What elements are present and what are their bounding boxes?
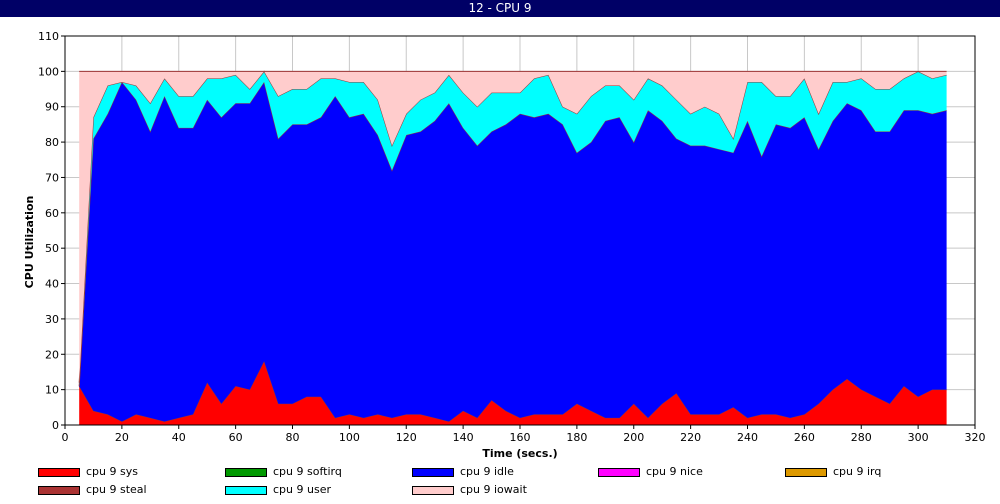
x-tick-label: 40: [172, 431, 186, 444]
legend-label: cpu 9 softirq: [273, 465, 342, 478]
x-tick-label: 200: [623, 431, 644, 444]
x-tick-label: 180: [566, 431, 587, 444]
x-tick-label: 60: [229, 431, 243, 444]
legend-swatch: [598, 468, 640, 477]
legend-swatch: [785, 468, 827, 477]
x-tick-label: 0: [62, 431, 69, 444]
legend-swatch: [225, 468, 267, 477]
y-tick-label: 10: [45, 384, 59, 397]
legend-swatch: [38, 468, 80, 477]
tick-labels: 0 20 40 60 80 100 120 140 160 180 200 220 240 260 280 3…: [38, 30, 986, 444]
x-tick-label: 220: [680, 431, 701, 444]
cpu-utilization-chart: 0 20 40 60 80 100 120 140 160 180 200 220 240 260 280 3…: [23, 30, 986, 460]
chart-title: 12 - CPU 9: [468, 1, 532, 15]
x-tick-label: 240: [737, 431, 758, 444]
y-tick-label: 100: [38, 65, 59, 78]
y-tick-label: 70: [45, 171, 59, 184]
x-tick-label: 100: [339, 431, 360, 444]
legend-swatch: [38, 486, 80, 495]
legend-swatch: [225, 486, 267, 495]
x-tick-label: 320: [965, 431, 986, 444]
chart-title-bar: 12 - CPU 9: [0, 0, 1000, 17]
legend-swatch: [412, 468, 454, 477]
legend-label: cpu 9 steal: [86, 483, 147, 496]
x-axis-label: Time (secs.): [482, 447, 557, 460]
x-tick-label: 280: [851, 431, 872, 444]
y-tick-label: 80: [45, 136, 59, 149]
legend-label: cpu 9 idle: [460, 465, 514, 478]
y-tick-label: 60: [45, 207, 59, 220]
y-axis-label: CPU Utilization: [23, 196, 36, 289]
y-tick-label: 40: [45, 278, 59, 291]
y-tick-label: 0: [52, 419, 59, 432]
legend-label: cpu 9 sys: [86, 465, 138, 478]
y-tick-label: 110: [38, 30, 59, 43]
x-tick-label: 260: [794, 431, 815, 444]
x-tick-label: 80: [286, 431, 300, 444]
x-tick-label: 120: [396, 431, 417, 444]
legend-label: cpu 9 user: [273, 483, 331, 496]
legend-label: cpu 9 nice: [646, 465, 703, 478]
legend-label: cpu 9 iowait: [460, 483, 527, 496]
x-tick-label: 300: [908, 431, 929, 444]
y-tick-label: 90: [45, 101, 59, 114]
area-cpu-9-user: [79, 71, 947, 387]
y-tick-label: 20: [45, 348, 59, 361]
x-tick-label: 20: [115, 431, 129, 444]
series-areas: [78, 70, 947, 425]
x-tick-label: 140: [453, 431, 474, 444]
legend-swatch: [412, 486, 454, 495]
legend-label: cpu 9 irq: [833, 465, 882, 478]
y-tick-label: 50: [45, 242, 59, 255]
y-tick-label: 30: [45, 313, 59, 326]
area-cpu-9-idle: [79, 82, 947, 422]
x-tick-label: 160: [510, 431, 531, 444]
